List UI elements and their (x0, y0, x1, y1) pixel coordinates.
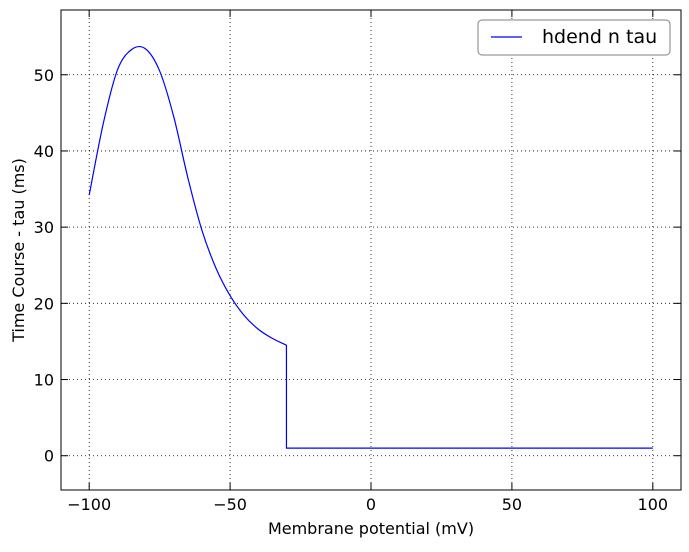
legend-box (477, 19, 671, 56)
legend: hdend n tau (477, 19, 671, 56)
y-tick-label: 0 (44, 447, 54, 466)
axis-ticks: −100 −50 0 50 100 0 10 20 30 40 50 (34, 10, 681, 514)
y-tick-label: 20 (34, 294, 54, 313)
y-tick-label: 30 (34, 218, 54, 237)
x-axis-label: Membrane potential (mV) (268, 519, 474, 538)
x-tick-label: 0 (366, 495, 376, 514)
y-tick-label: 10 (34, 371, 54, 390)
x-tick-label: 100 (638, 495, 669, 514)
series-line-hdend-n-tau (88, 45, 653, 449)
y-tick-label: 40 (34, 142, 54, 161)
legend-label: hdend n tau (542, 26, 657, 48)
y-axis-label: Time Course - tau (ms) (9, 158, 28, 343)
x-tick-label: 50 (502, 495, 522, 514)
x-tick-label: −100 (67, 495, 111, 514)
grid-lines (61, 10, 681, 490)
series-layer (88, 45, 653, 449)
y-tick-label: 50 (34, 66, 54, 85)
x-tick-label: −50 (213, 495, 247, 514)
